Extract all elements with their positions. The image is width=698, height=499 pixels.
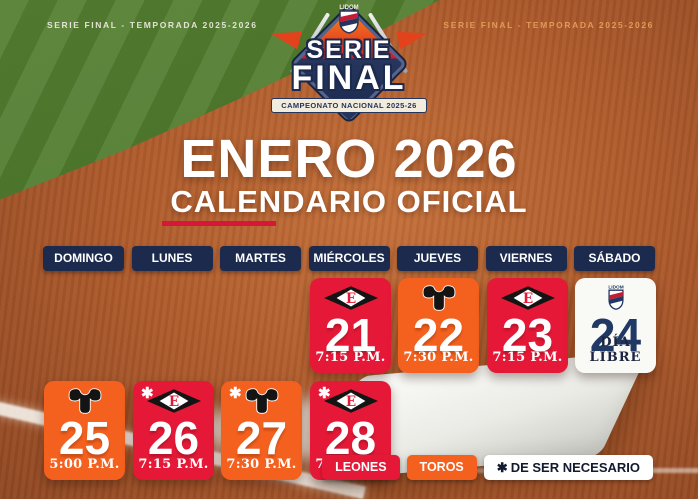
- rest-day-label: DÍA LIBRE: [589, 335, 642, 365]
- weekday-miercoles: MIÉRCOLES: [308, 246, 390, 271]
- day-number: 28: [324, 412, 377, 464]
- toros-logo-icon: [244, 386, 280, 416]
- game-card-22: 22 7:30 P.M.: [398, 278, 479, 373]
- legend-toros-badge: TOROS: [406, 455, 477, 480]
- month-title: ENERO 2026: [180, 129, 518, 189]
- game-card-23: E 23 7:15 P.M.: [487, 278, 568, 373]
- logo-ribbon-chevron-icon: [340, 112, 358, 120]
- legend-if-necessary-note: ✱ DE SER NECESARIO: [483, 455, 653, 480]
- logo-final-text: FINAL: [291, 59, 407, 97]
- day-number: 23: [501, 309, 554, 361]
- leones-logo-icon: E: [146, 386, 201, 416]
- legend-note-text: DE SER NECESARIO: [510, 460, 640, 475]
- svg-text:LIDOM: LIDOM: [339, 5, 358, 11]
- toros-logo-icon: [421, 283, 457, 313]
- weekday-domingo: DOMINGO: [43, 246, 124, 271]
- game-time: 7:15 P.M.: [315, 350, 386, 365]
- top-left-note: SERIE FINAL - TEMPORADA 2025-2026: [47, 20, 258, 30]
- game-time: 7:30 P.M.: [226, 457, 297, 472]
- weekday-jueves: JUEVES: [397, 246, 478, 271]
- svg-text:LIDOM: LIDOM: [608, 284, 623, 290]
- day-number: 24: [589, 309, 642, 361]
- subtitle-underline: [162, 221, 276, 226]
- weekday-martes: MARTES: [220, 246, 301, 271]
- svg-text:E: E: [522, 291, 532, 307]
- day-number: 26: [147, 412, 200, 464]
- day-number: 27: [235, 412, 288, 464]
- svg-text:E: E: [345, 394, 355, 410]
- if-necessary-asterisk: ✱: [229, 385, 242, 402]
- day-number: 22: [412, 309, 465, 361]
- svg-text:E: E: [168, 394, 178, 410]
- game-card-25: 25 5:00 P.M.: [44, 381, 125, 480]
- legend-row: LEONES TOROS ✱ DE SER NECESARIO: [322, 455, 653, 480]
- lidom-logo-icon: LIDOM: [603, 283, 629, 313]
- calendar-subtitle: CALENDARIO OFICIAL: [170, 184, 528, 219]
- toros-logo-icon: [67, 386, 103, 416]
- game-time: 7:30 P.M.: [403, 350, 474, 365]
- logo-serie-text: SERIE: [306, 36, 392, 64]
- leones-logo-icon: E: [500, 283, 555, 313]
- weekday-header-row: DOMINGO LUNES MARTES MIÉRCOLES JUEVES VI…: [43, 246, 655, 271]
- game-card-26: ✱ E 26 7:15 P.M.: [133, 381, 214, 480]
- day-number: 25: [58, 412, 111, 464]
- leones-logo-icon: E: [323, 283, 378, 313]
- if-necessary-asterisk: ✱: [141, 385, 154, 402]
- weekday-sabado: SÁBADO: [574, 246, 655, 271]
- serie-final-logo: LIDOM SERIE FINAL CAMPEONATO NACIONAL 20…: [264, 2, 434, 125]
- rest-day-card-24: LIDOM 24 DÍA LIBRE: [575, 278, 656, 373]
- game-card-27: ✱ 27 7:30 P.M.: [221, 381, 302, 480]
- if-necessary-asterisk: ✱: [318, 385, 331, 402]
- asterisk-icon: ✱: [496, 460, 508, 475]
- logo-banner: CAMPEONATO NACIONAL 2025-26: [271, 98, 427, 113]
- top-right-note: SERIE FINAL - TEMPORADA 2025-2026: [443, 20, 654, 30]
- weekday-lunes: LUNES: [131, 246, 213, 271]
- legend-leones-badge: LEONES: [322, 455, 400, 480]
- game-time: 7:15 P.M.: [138, 457, 209, 472]
- weekday-viernes: VIERNES: [485, 246, 567, 271]
- game-time: 5:00 P.M.: [49, 457, 120, 472]
- game-time: 7:15 P.M.: [492, 350, 563, 365]
- game-card-21: E 21 7:15 P.M.: [310, 278, 391, 373]
- leones-logo-icon: E: [323, 386, 378, 416]
- lidom-shield-icon: LIDOM: [339, 5, 359, 34]
- svg-text:E: E: [345, 291, 355, 307]
- day-number: 21: [324, 309, 377, 361]
